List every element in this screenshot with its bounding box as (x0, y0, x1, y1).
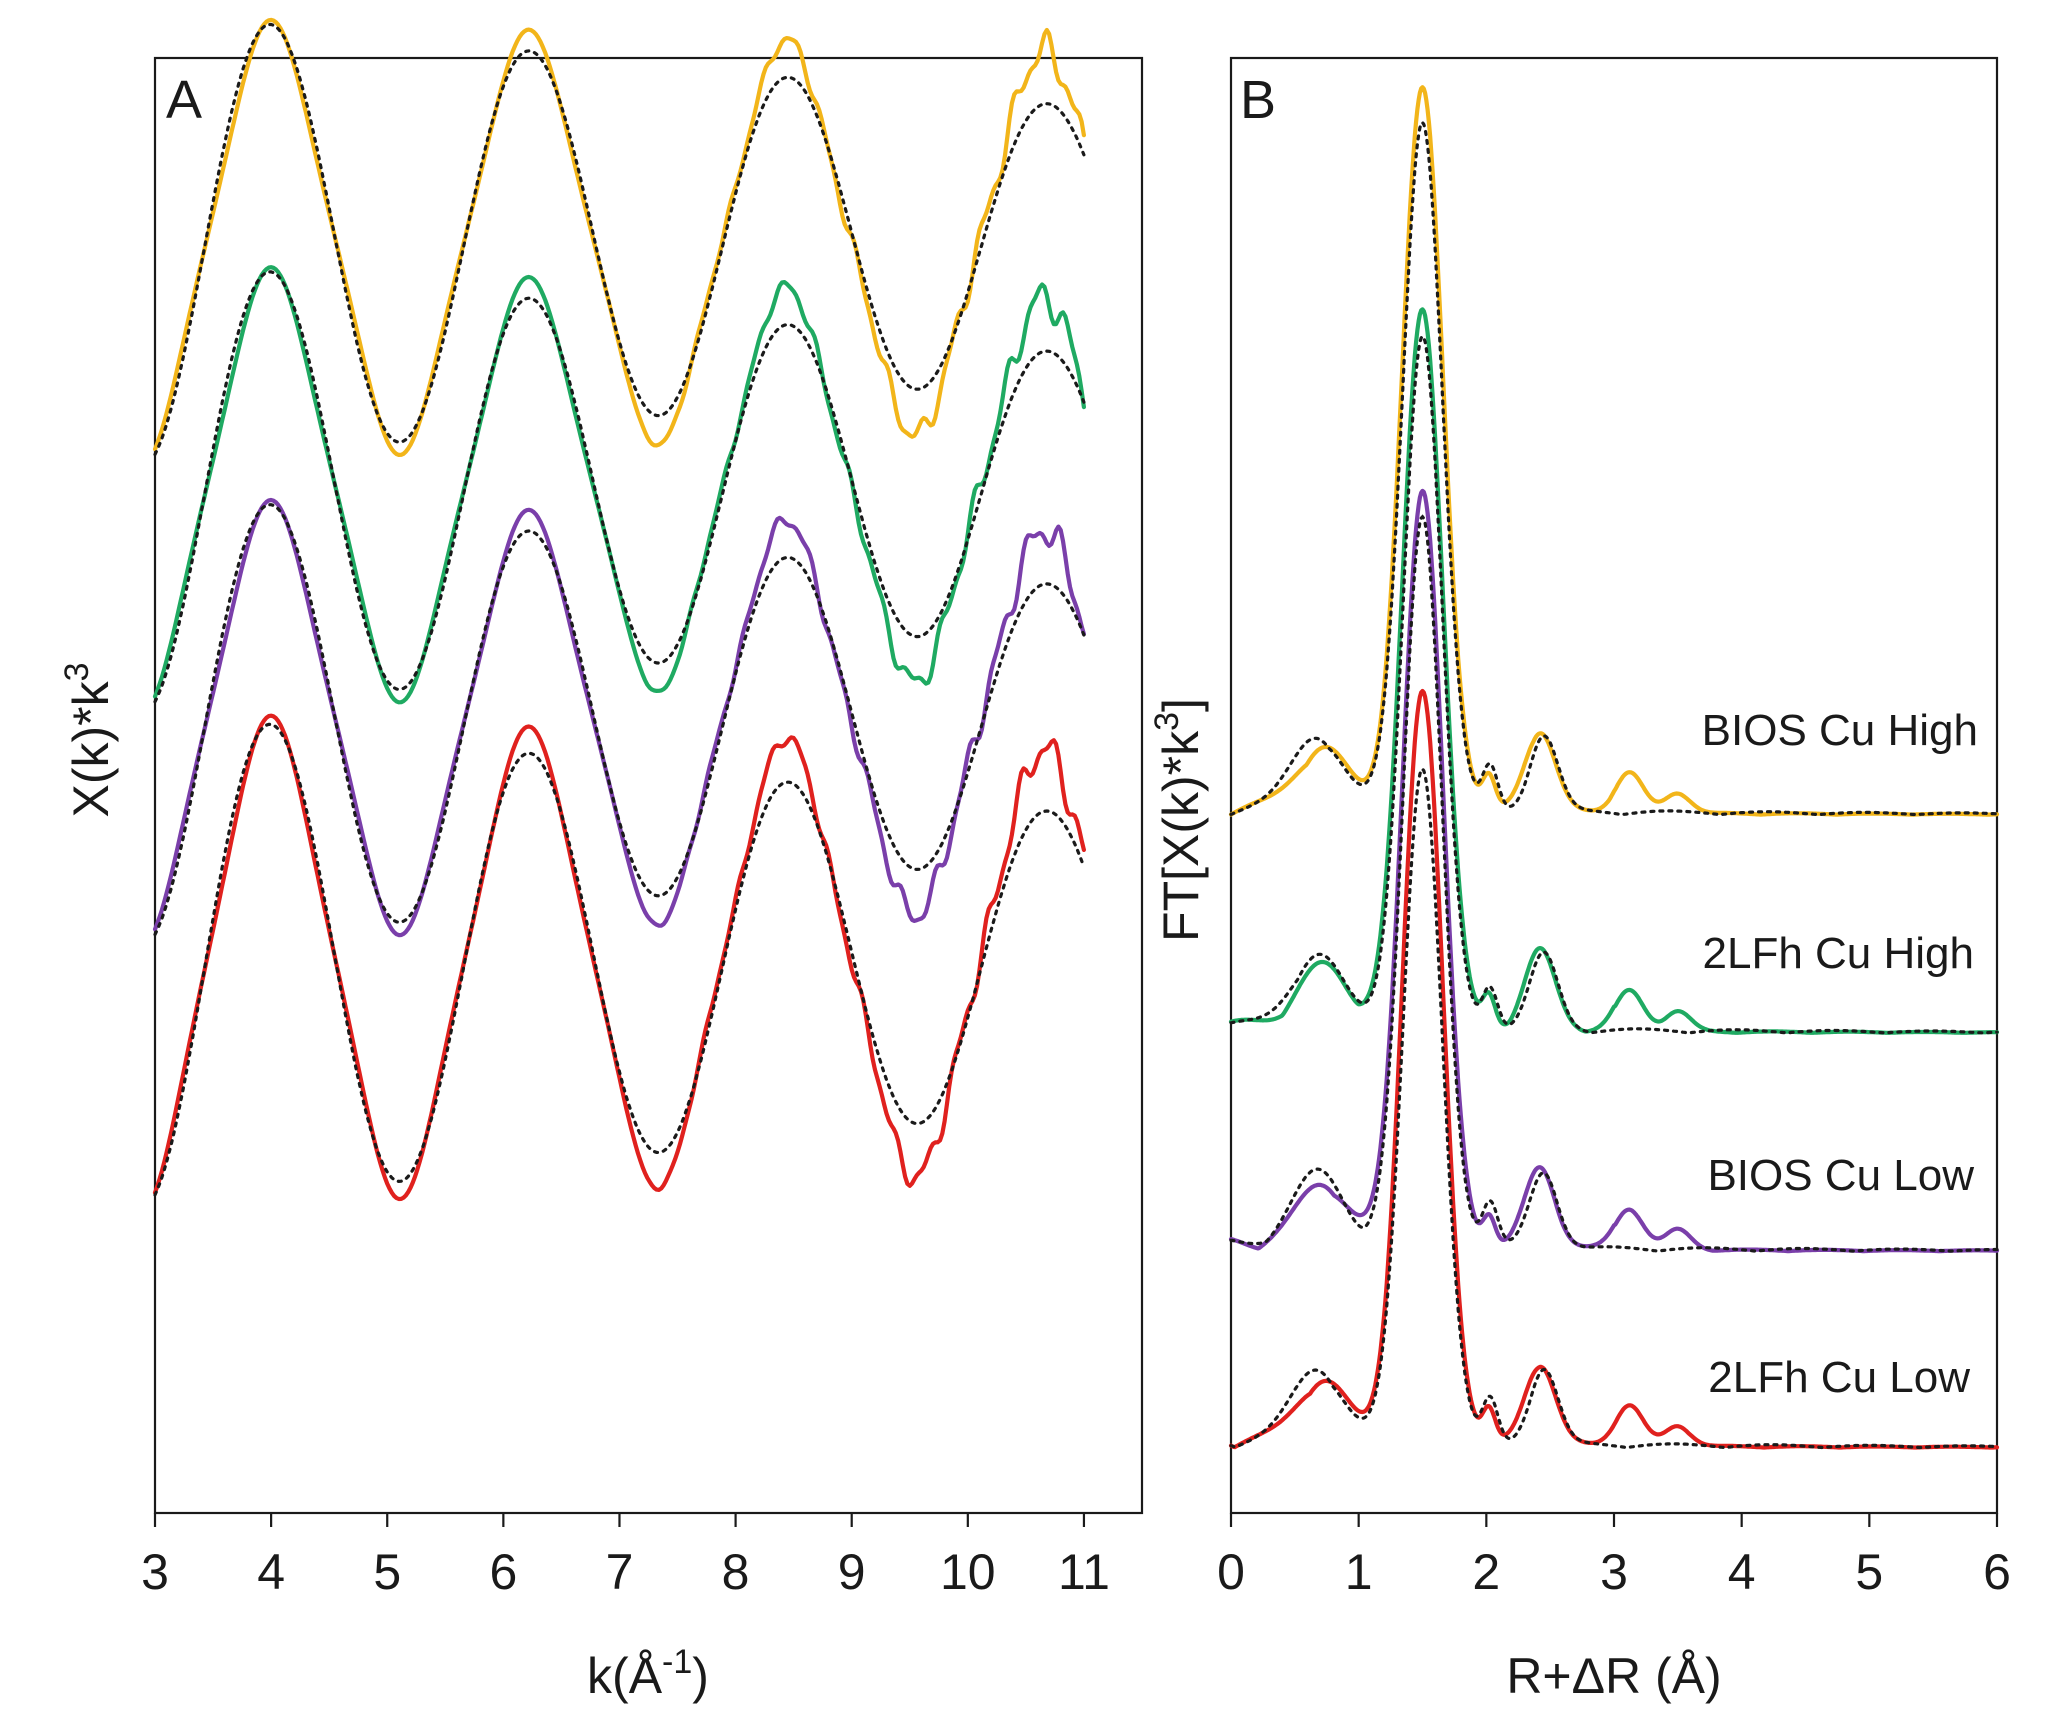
panel-b-x-tick-label-6: 6 (1983, 1544, 2011, 1600)
panel-b-data-line-2lfh-cu-high (1228, 307, 2000, 1035)
legend-label-bios-cu-low: BIOS Cu Low (1707, 1151, 1974, 1200)
panel-a-x-axis-title-sup: -1 (662, 1643, 692, 1681)
panel-a-x-tick-label-10: 10 (940, 1544, 996, 1600)
panel-b-x-tick-label-1: 1 (1345, 1544, 1373, 1600)
panel-b-x-axis-title: R+ΔR (Å) (1506, 1648, 1721, 1704)
panel-a-fit-line-bios-cu-low (153, 503, 1086, 937)
panel-b-x-ticks: 0 1 2 3 4 5 6 (1217, 1513, 2011, 1600)
panel-a-x-tick-label-4: 4 (257, 1544, 285, 1600)
panel-a: 3 4 5 6 7 8 9 10 11 A k(Å-1) X(k)*k3 (58, 17, 1144, 1704)
panel-a-fit-line-bios-cu-high (153, 22, 1086, 456)
panel-b-x-tick-label-4: 4 (1728, 1544, 1756, 1600)
panel-b-series-group (1228, 85, 2000, 1450)
panel-b-x-tick-label-2: 2 (1472, 1544, 1500, 1600)
panel-b-frame (1229, 56, 1999, 1515)
panel-b-y-axis-title-base: FT[X(k)*k (1153, 730, 1209, 942)
legend-label-2lfh-cu-high: 2LFh Cu High (1703, 929, 1974, 978)
panel-a-fit-line-2lfh-cu-low (153, 722, 1086, 1197)
panel-b-x-tick-label-3: 3 (1600, 1544, 1628, 1600)
panel-b-y-axis-title-sup: 3 (1148, 712, 1186, 731)
panel-a-x-ticks: 3 4 5 6 7 8 9 10 11 (141, 1513, 1110, 1600)
panel-a-data-line-bios-cu-low (152, 497, 1086, 938)
panel-a-y-axis-title-base: X(k)*k (63, 680, 119, 817)
panel-a-x-axis-title-close: ) (692, 1648, 709, 1704)
panel-a-x-tick-label-7: 7 (606, 1544, 634, 1600)
panel-a-x-tick-label-9: 9 (838, 1544, 866, 1600)
panel-a-x-tick-label-5: 5 (373, 1544, 401, 1600)
panel-a-x-tick-label-3: 3 (141, 1544, 169, 1600)
panel-b-data-line-2lfh-cu-low (1228, 688, 2000, 1450)
panel-a-data-line-bios-cu-high (152, 17, 1086, 457)
panel-a-x-axis-title: k(Å-1) (587, 1643, 709, 1704)
panel-a-x-tick-label-11: 11 (1058, 1544, 1110, 1600)
panel-b-fit-line-2lfh-cu-low (1229, 766, 1999, 1450)
legend-label-bios-cu-high: BIOS Cu High (1702, 706, 1978, 755)
panel-a-letter: A (166, 70, 202, 130)
panel-a-y-axis-title-sup: 3 (58, 662, 96, 681)
panel-a-x-tick-label-6: 6 (489, 1544, 517, 1600)
panel-a-frame (153, 56, 1144, 1515)
panel-a-x-axis-title-base: k(Å (587, 1648, 663, 1704)
panel-b-data-line-bios-cu-low (1228, 488, 2000, 1254)
panel-a-series-group (152, 17, 1086, 1202)
panel-b-fit-line-bios-cu-low (1229, 514, 1999, 1253)
panel-a-y-axis-title: X(k)*k3 (58, 662, 119, 817)
panel-b-fit-line-bios-cu-high (1229, 120, 1999, 817)
panel-b-fit-line-2lfh-cu-high (1229, 333, 1999, 1035)
legend-label-2lfh-cu-low: 2LFh Cu Low (1708, 1353, 1970, 1402)
panel-b-x-tick-label-5: 5 (1855, 1544, 1883, 1600)
panel-a-x-tick-label-8: 8 (722, 1544, 750, 1600)
panel-b-letter: B (1240, 70, 1276, 130)
panel-b-x-tick-label-0: 0 (1217, 1544, 1245, 1600)
panel-b-y-axis-title: FT[X(k)*k3] (1148, 698, 1209, 942)
panel-b-y-axis-title-close: ] (1153, 698, 1209, 712)
panel-b: 0 1 2 3 4 5 6 B BIOS Cu High 2LFh Cu High BIOS… (1148, 56, 2011, 1704)
panel-a-data-line-2lfh-cu-high (152, 265, 1086, 705)
panel-a-data-line-2lfh-cu-low (152, 713, 1086, 1202)
